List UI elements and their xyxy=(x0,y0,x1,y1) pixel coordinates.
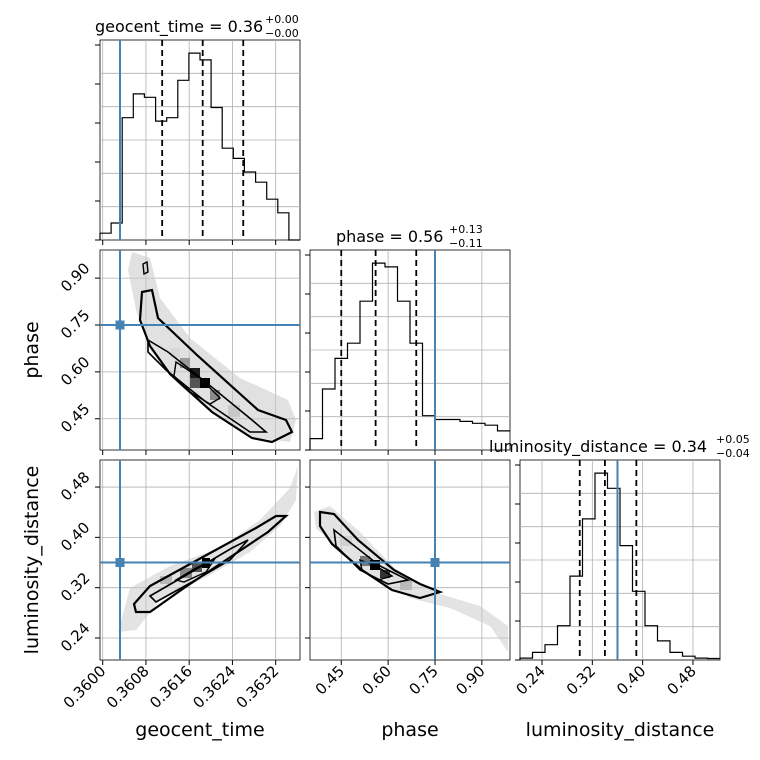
scatter-cloud xyxy=(128,252,296,442)
contour-outer xyxy=(132,514,289,614)
histogram-phase xyxy=(309,262,510,450)
density-bin xyxy=(180,358,190,368)
title-geocent-time-plus: +0.00 xyxy=(265,13,299,26)
title-luminosity-distance: luminosity_distance = 0.34 xyxy=(489,437,707,457)
y-tick-label: 0.60 xyxy=(57,353,93,389)
histogram-luminosity_distance xyxy=(519,472,720,660)
y-tick-label: 0.90 xyxy=(57,259,93,295)
y-tick-label: 0.32 xyxy=(57,569,93,605)
density-bin xyxy=(360,556,370,566)
x-tick-label: 0.3600 xyxy=(60,662,110,712)
x-tick-label: 0.60 xyxy=(359,662,395,698)
x-tick-label: 0.3632 xyxy=(233,662,283,712)
title-luminosity-distance-minus: −0.04 xyxy=(716,447,750,460)
title-geocent-time-label: geocent_time = 0.36 xyxy=(95,17,263,37)
quantile-lines xyxy=(161,40,638,660)
contour-inner xyxy=(174,558,216,583)
x-tick-label: 0.3624 xyxy=(189,662,239,712)
x-tick-label: 0.48 xyxy=(663,662,699,698)
title-phase-minus: −0.11 xyxy=(449,237,483,250)
x-tick-label: 0.45 xyxy=(312,662,348,698)
xlabel-luminosity-distance: luminosity_distance xyxy=(526,719,715,741)
y-tick-label: 0.75 xyxy=(57,306,93,342)
x-tick-label: 0.32 xyxy=(563,662,599,698)
truth-marker xyxy=(115,320,125,330)
scatter-phase-vs-geocent-time-panel xyxy=(99,249,301,451)
tick-marks xyxy=(95,44,694,665)
contour-inner xyxy=(173,360,222,405)
title-geocent-time: geocent_time = 0.36 xyxy=(95,17,263,37)
density-bin xyxy=(400,580,412,590)
contour-outer xyxy=(318,510,444,600)
y-tick-label: 0.48 xyxy=(57,468,93,504)
contour-island xyxy=(142,260,149,276)
truth-lines xyxy=(100,40,619,660)
xlabel-phase: phase xyxy=(381,719,438,741)
contour-mid xyxy=(147,338,269,433)
density-ld-vs-geocent-time xyxy=(118,466,298,632)
title-geocent-time-minus: −0.00 xyxy=(265,27,299,40)
x-tick-label: 0.24 xyxy=(512,662,548,698)
density-bin xyxy=(160,576,172,584)
x-tick-label: 0.40 xyxy=(613,662,649,698)
density-bin xyxy=(190,378,200,388)
x-tick-label: 0.3608 xyxy=(103,662,153,712)
density-bin xyxy=(170,348,180,358)
contour-mid xyxy=(332,528,411,585)
ylabel-phase: phase xyxy=(21,321,43,378)
density-bin xyxy=(228,405,240,417)
density-bin xyxy=(180,568,192,578)
density-bin xyxy=(210,390,220,400)
scatter-cloud xyxy=(118,466,298,632)
title-phase-plus: +0.13 xyxy=(449,223,483,236)
scatter-ld-vs-phase-panel xyxy=(309,459,511,661)
title-phase: phase = 0.56 xyxy=(336,227,443,246)
x-tick-label: 0.3616 xyxy=(146,662,196,712)
truth-marker xyxy=(430,558,440,568)
contour-mid xyxy=(148,539,249,603)
density-ld-vs-phase xyxy=(314,506,508,652)
histograms xyxy=(99,52,720,660)
density-bin xyxy=(380,570,390,578)
density-bin xyxy=(340,536,352,546)
scatter-ld-vs-geocent-time-panel xyxy=(99,459,301,661)
x-tick-label: 0.90 xyxy=(452,662,488,698)
contour-inner xyxy=(359,558,394,581)
y-tick-label: 0.24 xyxy=(57,619,93,655)
xlabel-geocent-time: geocent_time xyxy=(135,719,264,741)
title-luminosity-distance-plus: +0.05 xyxy=(716,433,750,446)
truth-marker xyxy=(115,558,125,568)
x-tick-label: 0.75 xyxy=(405,662,441,698)
y-tick-label: 0.40 xyxy=(57,518,93,554)
ylabel-luminosity-distance: luminosity_distance xyxy=(21,466,43,655)
density-phase-vs-geocent-time xyxy=(128,252,296,444)
y-tick-label: 0.45 xyxy=(57,400,93,436)
histogram-geocent_time xyxy=(99,52,300,241)
